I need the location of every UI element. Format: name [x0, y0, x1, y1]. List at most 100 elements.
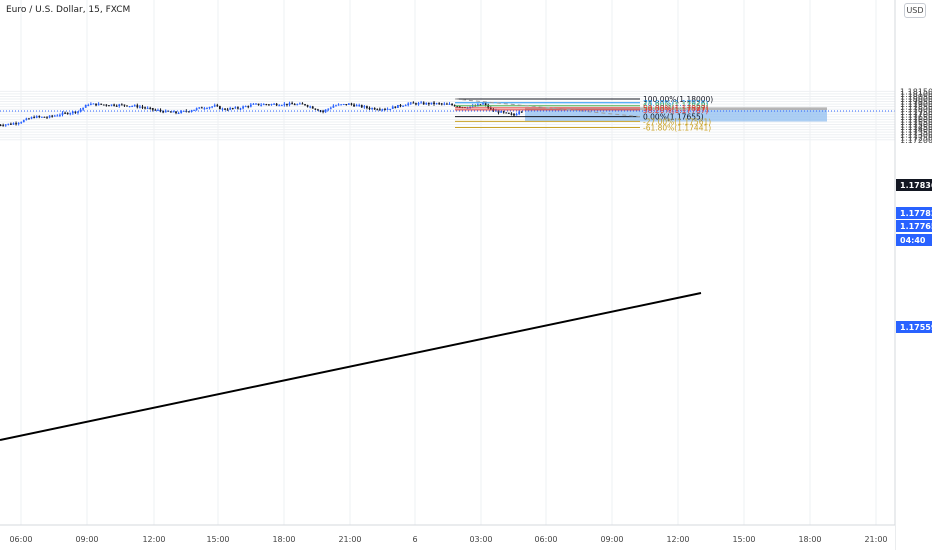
long-position-tool[interactable]	[525, 107, 827, 122]
candle-body	[71, 111, 74, 114]
candle-body	[203, 108, 206, 110]
candle-body	[270, 104, 273, 106]
candle-body	[157, 109, 159, 111]
candle-body	[340, 104, 343, 106]
candle-body	[141, 106, 144, 108]
take-profit-zone	[525, 110, 827, 122]
price-label-text: 1.17559	[900, 323, 932, 332]
fibonacci-retracement[interactable]: 100.00%(1.18000)78.60%(1.17926)61.80%(1.…	[454, 95, 713, 133]
candle-body	[43, 116, 46, 118]
candle-body	[513, 114, 515, 116]
candle-body	[162, 111, 165, 113]
time-axis[interactable]: 06:00 09:00 12:00 15:00 18:00 21:00 6 03:00 06:0…	[0, 524, 895, 550]
candle-body	[89, 103, 92, 105]
currency-button[interactable]: USD	[904, 3, 926, 18]
candle-body	[353, 104, 355, 107]
time-tick-label: 6	[412, 535, 417, 544]
candle-body	[51, 115, 54, 117]
candle-body	[268, 104, 270, 106]
candle-body	[38, 116, 41, 118]
candle-body	[371, 108, 373, 110]
price-label-bg	[896, 220, 932, 232]
price-label-text: 1.17765	[900, 222, 932, 231]
candle-body	[273, 103, 275, 105]
candle-body	[394, 106, 397, 108]
candle-body	[177, 113, 180, 115]
candle-body	[2, 125, 5, 127]
candle-body	[102, 104, 105, 106]
candle-body	[293, 104, 296, 106]
candle-body	[502, 111, 505, 113]
candle-body	[195, 108, 198, 110]
price-label-bg	[896, 207, 932, 219]
candle-body	[427, 102, 430, 105]
candle-body	[193, 109, 195, 111]
price-tick-label: 1.17500	[900, 121, 932, 130]
candle-body	[417, 102, 420, 105]
candle-body	[260, 104, 263, 106]
candle-body	[458, 106, 461, 108]
candle-body	[420, 102, 423, 104]
candle-body	[404, 105, 407, 107]
candle-body	[151, 108, 154, 110]
candle-body	[237, 107, 239, 109]
candle-body	[448, 103, 451, 105]
candle-body	[422, 102, 425, 105]
candle-body	[280, 105, 283, 107]
candle-body	[518, 111, 521, 114]
candle-body	[120, 104, 123, 106]
price-axis[interactable]: 1.181501.181001.180501.180001.179501.179…	[894, 0, 932, 550]
candle-body	[397, 104, 399, 108]
candle-body	[283, 103, 286, 106]
candle-body	[188, 111, 190, 113]
candle-body	[133, 105, 136, 107]
price-tick-label: 1.18000	[900, 95, 932, 104]
candle-body	[61, 112, 64, 115]
drawings[interactable]	[0, 110, 895, 441]
candle-body	[317, 109, 319, 111]
candle-body	[0, 124, 2, 126]
time-tick-label: 12:00	[666, 535, 689, 544]
candle-body	[221, 108, 224, 110]
candle-body	[453, 105, 456, 107]
candle-body	[218, 106, 221, 110]
candle-body	[322, 110, 324, 112]
candle-body	[100, 103, 103, 105]
candle-body	[229, 108, 232, 110]
candle-body	[407, 103, 410, 106]
price-tick-label: 1.17350	[900, 128, 932, 137]
price-tick-label: 1.17900	[900, 100, 932, 109]
candle-body	[249, 104, 252, 107]
candle-body	[126, 105, 128, 107]
candle-body	[92, 103, 95, 105]
price-tick-label: 1.17600	[900, 115, 932, 124]
candle-body	[286, 103, 288, 106]
candle-body	[84, 104, 87, 108]
price-tick-label: 1.17950	[900, 98, 932, 107]
price-tick-label: 1.18100	[900, 90, 932, 99]
candle-body	[22, 120, 25, 123]
candle-body	[172, 111, 175, 113]
candle-body	[301, 103, 304, 105]
candle-body	[497, 110, 500, 113]
candle-body	[311, 106, 314, 109]
candle-body	[10, 123, 12, 125]
candle-body	[500, 111, 502, 113]
candle-body	[200, 107, 203, 109]
candle-body	[154, 109, 157, 111]
candle-body	[386, 108, 389, 110]
candle-body	[247, 106, 250, 108]
candle-body	[213, 105, 216, 107]
candle-body	[97, 103, 100, 106]
candle-body	[368, 107, 371, 109]
candle-body	[443, 103, 446, 105]
time-tick-label: 09:00	[600, 535, 623, 544]
candle-body	[402, 105, 404, 107]
trendline	[0, 292, 702, 441]
candle-body	[40, 116, 43, 118]
candle-body	[59, 114, 61, 116]
candle-body	[435, 103, 438, 105]
price-tick-label: 1.17400	[900, 126, 932, 135]
time-tick-label: 12:00	[142, 535, 165, 544]
